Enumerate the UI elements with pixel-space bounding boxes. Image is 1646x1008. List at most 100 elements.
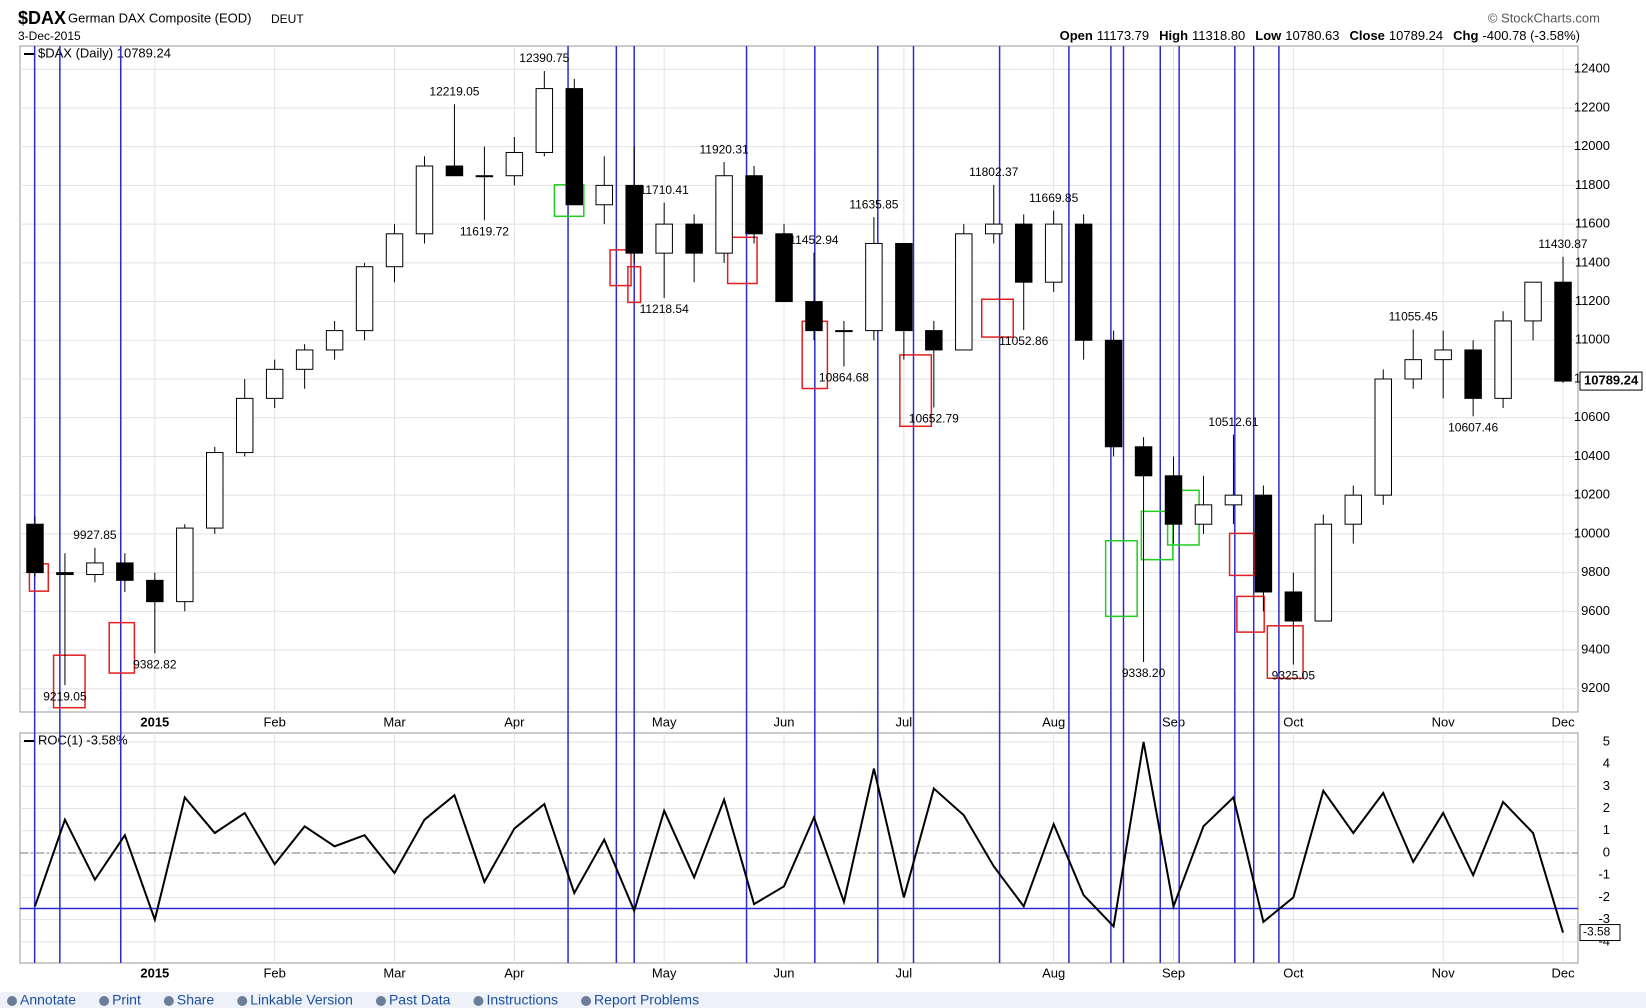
toolbar-icon	[375, 996, 386, 1006]
x-tick-label: May	[652, 965, 677, 980]
candle-body	[176, 527, 194, 603]
signal-box	[981, 298, 1014, 338]
toolbar-button[interactable]: Share	[177, 992, 215, 1008]
candle-body	[1344, 494, 1363, 525]
y-tick-label: 9400	[1581, 641, 1610, 656]
candle-body	[56, 572, 74, 576]
y-tick-label: 0	[1603, 844, 1610, 859]
annotation: 9382.82	[133, 658, 177, 672]
candle-body	[1284, 591, 1303, 622]
quote-value: -400.78 (-3.58%)	[1482, 28, 1580, 43]
toolbar-icon	[163, 996, 174, 1006]
signal-box	[1140, 510, 1174, 561]
last-tag	[1579, 924, 1621, 942]
name: German DAX Composite (EOD)	[68, 10, 252, 25]
candle-body	[1104, 339, 1123, 448]
toolbar-button[interactable]: Past Data	[389, 992, 451, 1008]
x-tick-label: 2015	[140, 965, 169, 980]
candle-body	[1374, 378, 1392, 496]
x-tick-label: Jul	[896, 965, 913, 980]
annotation: 12219.05	[429, 84, 479, 98]
annotation: 11669.85	[1029, 191, 1078, 205]
candle-body	[565, 88, 584, 206]
source: © StockCharts.com	[1488, 10, 1600, 25]
toolbar-button[interactable]: Annotate	[20, 992, 76, 1008]
candle-body	[745, 175, 763, 235]
roc-line	[34, 741, 1564, 933]
legend: $DAX (Daily) 10789.24	[38, 45, 171, 60]
x-tick-label: Apr	[504, 965, 525, 980]
toolbar-icon	[473, 996, 484, 1006]
x-tick-label: Jun	[774, 965, 795, 980]
toolbar-button[interactable]: Linkable Version	[250, 992, 353, 1008]
x-tick-label: May	[652, 714, 677, 729]
candle-body	[895, 242, 913, 332]
candle-body	[1554, 281, 1572, 382]
y-tick-label: 10200	[1574, 487, 1610, 502]
y-tick-label: -1	[1598, 867, 1610, 882]
annotation: 11055.45	[1389, 310, 1438, 324]
toolbar-button[interactable]: Instructions	[486, 992, 558, 1008]
toolbar-icon	[581, 996, 592, 1006]
candle-body	[1044, 223, 1063, 283]
signal-box	[1104, 540, 1138, 618]
y-tick-label: 11800	[1575, 177, 1610, 192]
candle-body	[385, 233, 404, 268]
candle-body	[1314, 523, 1333, 622]
annotation: 11635.85	[849, 197, 898, 211]
candle-body	[655, 223, 673, 254]
candle-body	[535, 88, 554, 153]
y-tick-label: 12200	[1574, 99, 1610, 114]
candle-body	[355, 266, 374, 332]
annotation: 11710.41	[640, 183, 689, 197]
annotation: 11452.94	[789, 233, 838, 247]
candle-body	[685, 223, 703, 254]
toolbar	[0, 992, 1646, 1008]
annotation: 10652.79	[909, 412, 959, 426]
candle-body	[116, 562, 134, 581]
signal-box	[609, 249, 632, 287]
y-tick-label: 2	[1603, 800, 1610, 815]
candle-body	[1194, 504, 1213, 525]
toolbar-button[interactable]: Print	[112, 992, 141, 1008]
candle-body	[1224, 494, 1243, 506]
candle-body	[26, 523, 44, 574]
annotation: 9219.05	[43, 689, 87, 703]
annotation: 11052.86	[999, 334, 1048, 348]
annotation: 12390.75	[519, 51, 569, 65]
candle-body	[955, 233, 973, 351]
x-tick-label: Feb	[263, 714, 285, 729]
y-tick-label: -2	[1598, 889, 1610, 904]
panel-frame	[19, 732, 1579, 964]
toolbar-button[interactable]: Report Problems	[594, 992, 699, 1008]
x-tick-label: Apr	[504, 714, 525, 729]
signal-box	[1266, 625, 1304, 680]
x-tick-label: Sep	[1162, 714, 1185, 729]
x-tick-label: Jul	[896, 714, 913, 729]
y-tick-label: 10400	[1574, 448, 1610, 463]
candle-body	[1134, 446, 1153, 477]
x-tick-label: Aug	[1042, 714, 1065, 729]
last-tag-label: -3.58	[1583, 925, 1611, 939]
quote-label: High	[1159, 28, 1188, 43]
candle-body	[805, 301, 823, 332]
candle-body	[475, 175, 494, 178]
legend: ROC(1) -3.58%	[38, 732, 128, 747]
candle-body	[1464, 349, 1482, 399]
candle-body	[1254, 494, 1273, 593]
x-tick-label: Mar	[383, 965, 406, 980]
quote-value: 10780.63	[1285, 28, 1339, 43]
signal-box	[726, 236, 758, 285]
y-tick-label: 10000	[1574, 525, 1610, 540]
candle-body	[595, 184, 613, 206]
y-tick-label: 9200	[1581, 680, 1610, 695]
x-tick-label: Oct	[1283, 714, 1304, 729]
candle-body	[265, 368, 284, 399]
x-tick-label: Dec	[1551, 714, 1575, 729]
candle-body	[1434, 349, 1452, 361]
candle-body	[445, 165, 464, 177]
quote-value: 11173.79	[1097, 28, 1149, 43]
quote-label: Close	[1350, 28, 1385, 43]
annotation: 11802.37	[969, 165, 1018, 179]
